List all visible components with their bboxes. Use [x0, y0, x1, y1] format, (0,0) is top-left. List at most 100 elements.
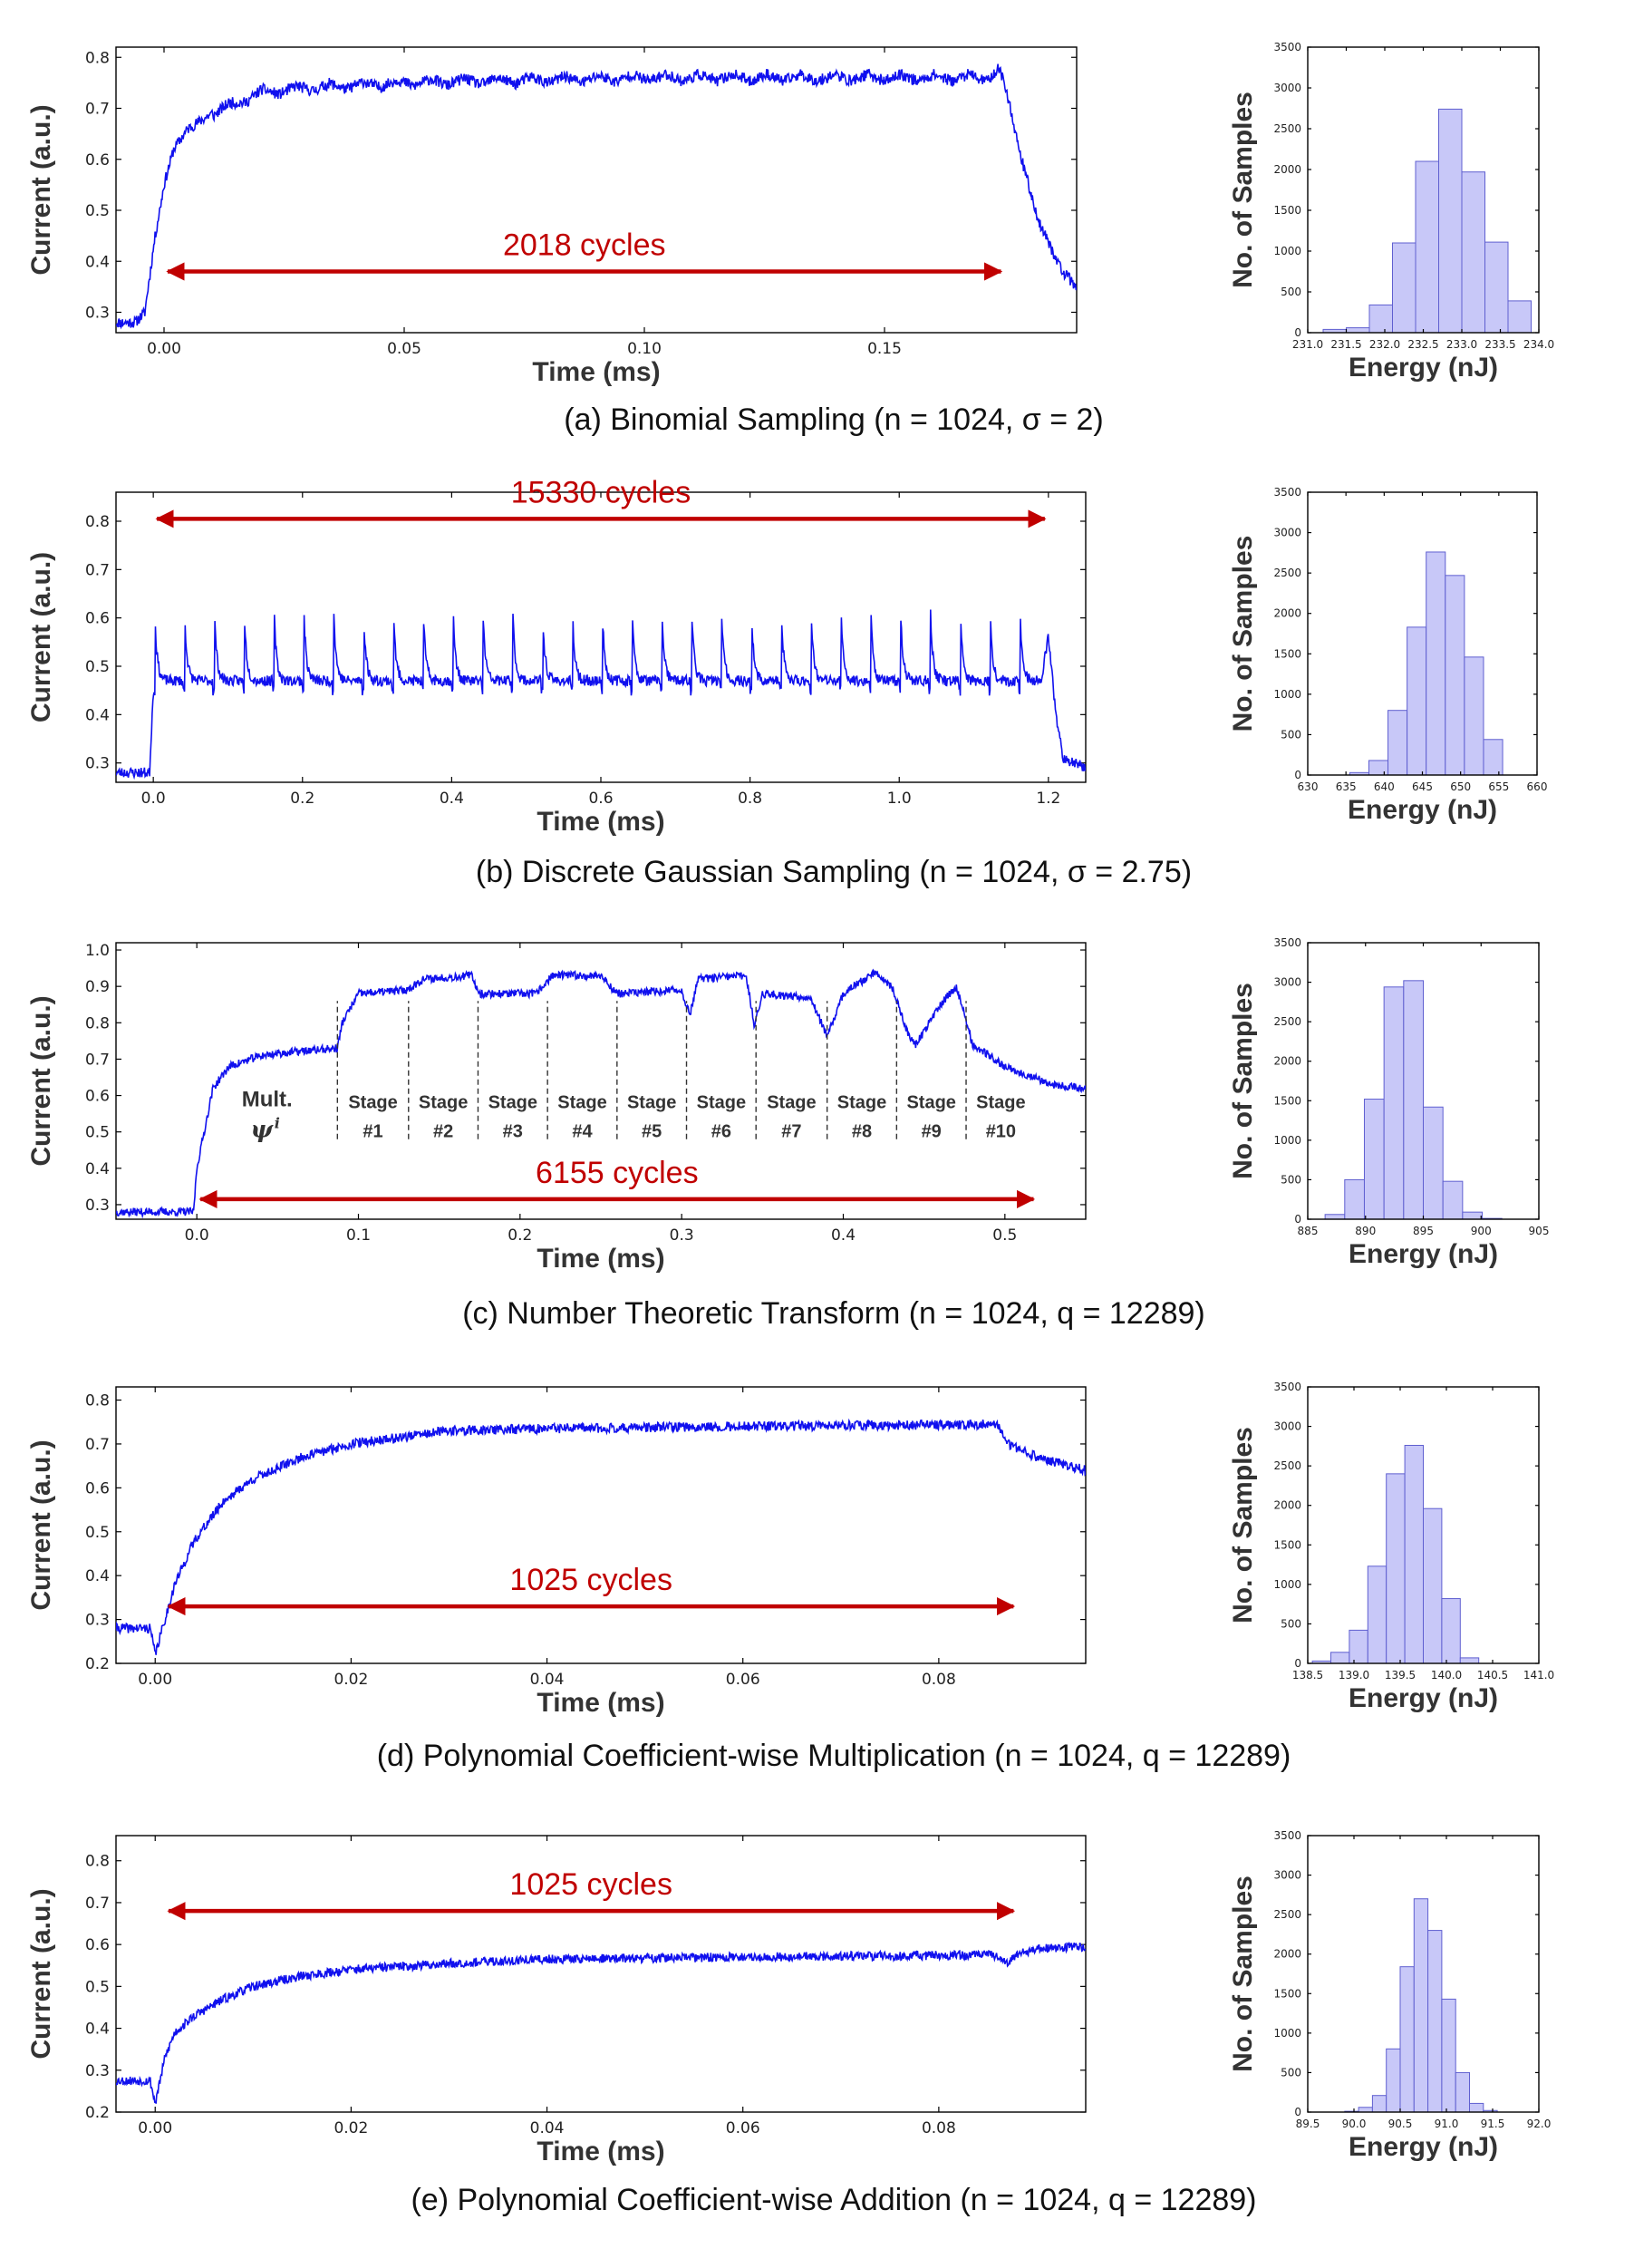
x-tick-label: 233.0	[1446, 338, 1477, 351]
y-tick-label: 1000	[1273, 688, 1301, 701]
y-tick-label: 2000	[1273, 1499, 1301, 1512]
plot-frame	[1307, 1835, 1540, 2113]
y-tick-label: 3000	[1273, 82, 1301, 94]
histogram-bar	[1441, 1998, 1456, 2113]
caption-d: (d) Polynomial Coefficient-wise Multipli…	[377, 1739, 1291, 1773]
histogram-bar	[1442, 1180, 1464, 1220]
x-tick-label: 232.5	[1407, 338, 1438, 351]
y-tick-label: 0.7	[85, 561, 110, 579]
ntt-energy-histogram: 0 500 1000 1500 2000 2500 3000 3500 885 890 895 900…	[1228, 936, 1549, 1269]
binomial-trace-chart: 0.3 0.4 0.5 0.6 0.7 0.8 0.00 0.05 0.10 0.15 Time (…	[26, 46, 1078, 387]
histogram-bar	[1363, 1099, 1385, 1220]
y-tick-label: 3500	[1273, 41, 1301, 53]
x-tick-label: 231.5	[1330, 338, 1361, 351]
cycle-count-label: 6155 cycles	[536, 1156, 699, 1190]
x-tick-label: 0.08	[922, 1671, 956, 1689]
x-tick-label: 1.0	[887, 790, 912, 808]
x-tick-label: 895	[1413, 1225, 1434, 1237]
histogram-bar	[1426, 551, 1446, 776]
x-axis-label: Energy (nJ)	[1349, 2132, 1498, 2162]
gaussian-energy-histogram: 0 500 1000 1500 2000 2500 3000 3500 630 635 640 645…	[1228, 486, 1547, 825]
histogram-bar	[1386, 1473, 1406, 1664]
y-tick-label: 0.4	[85, 706, 110, 724]
y-axis-label: No. of Samples	[1228, 1875, 1258, 2072]
plot-frame	[115, 1386, 1087, 1664]
y-tick-label: 2500	[1273, 1459, 1301, 1472]
y-tick-label: 0.6	[85, 1479, 110, 1497]
x-tick-label: 0.04	[530, 1671, 565, 1689]
cycle-count-label: 2018 cycles	[503, 228, 666, 263]
panel-b: 0.3 0.4 0.5 0.6 0.7 0.8 0.0 0.2 0.4 0.6 0.8 1.0 1.2 T…	[26, 475, 1547, 889]
x-tick-label: 0.04	[530, 2119, 565, 2137]
cycle-count-label: 15330 cycles	[511, 475, 691, 509]
histogram-bar	[1392, 242, 1416, 334]
ntt-trace-chart: 0.3 0.4 0.5 0.6 0.7 0.8 0.9 1.0 0.0 0.1 0.2 0.3 0.4 0…	[26, 942, 1087, 1274]
current-trace-line	[116, 1941, 1086, 2104]
cycle-count-label: 1025 cycles	[509, 1867, 672, 1902]
y-tick-label: 3500	[1273, 1381, 1301, 1393]
x-tick-label: 0.06	[726, 2119, 760, 2137]
current-trace-line	[116, 1418, 1086, 1655]
y-tick-label: 2500	[1273, 1908, 1301, 1921]
y-tick-label: 0.7	[85, 1051, 110, 1069]
stage-label-word: Stage	[767, 1093, 816, 1113]
histogram-bar	[1438, 108, 1463, 334]
x-tick-label: 0.5	[992, 1226, 1017, 1245]
x-tick-label: 0.10	[627, 340, 662, 358]
y-tick-label: 0	[1294, 1657, 1301, 1670]
addition-trace-chart: 0.2 0.3 0.4 0.5 0.6 0.7 0.8 0.00 0.02 0.04 0.06 0.0…	[26, 1835, 1087, 2166]
x-tick-label: 0.0	[185, 1226, 209, 1245]
x-tick-label: 139.5	[1385, 1669, 1416, 1682]
histogram-bar	[1387, 710, 1408, 776]
stage-label-word: Stage	[557, 1093, 606, 1113]
plot-frame	[115, 942, 1087, 1220]
y-tick-label: 0.7	[85, 101, 110, 119]
y-tick-label: 0.5	[85, 1978, 110, 1996]
y-tick-label: 1500	[1273, 647, 1301, 660]
histogram-bar	[1423, 1106, 1444, 1220]
y-tick-label: 500	[1281, 286, 1301, 298]
x-tick-label: 231.0	[1292, 338, 1323, 351]
stage-label-number: #10	[986, 1122, 1016, 1142]
y-tick-label: 1000	[1273, 1578, 1301, 1591]
x-axis-label: Time (ms)	[537, 1688, 664, 1718]
stage-label-number: #6	[711, 1122, 731, 1142]
histogram-bar	[1469, 2102, 1484, 2113]
addition-energy-histogram: 0 500 1000 1500 2000 2500 3000 3500 89.5 90.0 90.5…	[1228, 1829, 1551, 2162]
psi-superscript: i	[275, 1115, 280, 1132]
y-tick-label: 3000	[1273, 1869, 1301, 1882]
histogram-bar	[1464, 656, 1484, 776]
x-tick-label: 0.4	[440, 790, 464, 808]
stage-label-word: Stage	[488, 1093, 537, 1113]
y-tick-label: 2000	[1273, 163, 1301, 176]
y-tick-label: 0.3	[85, 755, 110, 773]
stage-label-word: Stage	[627, 1093, 676, 1113]
y-tick-label: 2000	[1273, 607, 1301, 620]
histogram-bar	[1427, 1930, 1443, 2113]
y-tick-label: 1000	[1273, 245, 1301, 257]
y-axis-label: No. of Samples	[1228, 536, 1258, 732]
y-tick-label: 0.5	[85, 202, 110, 220]
x-tick-label: 140.5	[1477, 1669, 1508, 1682]
caption-e: (e) Polynomial Coefficient-wise Addition…	[411, 2183, 1256, 2217]
x-tick-label: 630	[1298, 780, 1319, 793]
cycle-count-label: 1025 cycles	[509, 1563, 672, 1597]
histogram-bar	[1413, 1898, 1429, 2113]
histogram-bar	[1358, 2107, 1373, 2113]
x-tick-label: 0.08	[922, 2119, 956, 2137]
histogram-bar	[1407, 626, 1427, 776]
y-tick-label: 0.6	[85, 151, 110, 170]
stage-label-number: #5	[642, 1122, 662, 1142]
histogram-bar	[1415, 160, 1439, 334]
y-tick-label: 1500	[1273, 204, 1301, 217]
plot-frame	[1307, 942, 1540, 1220]
stage-label-word: Stage	[697, 1093, 746, 1113]
y-tick-label: 0.6	[85, 1936, 110, 1954]
x-tick-label: 0.15	[867, 340, 902, 358]
histogram-bar	[1399, 1966, 1415, 2113]
y-tick-label: 3000	[1273, 976, 1301, 989]
x-tick-label: 0.02	[334, 2119, 368, 2137]
x-tick-label: 0.0	[141, 790, 166, 808]
x-tick-label: 645	[1412, 780, 1433, 793]
x-axis-label: Time (ms)	[537, 2137, 664, 2166]
